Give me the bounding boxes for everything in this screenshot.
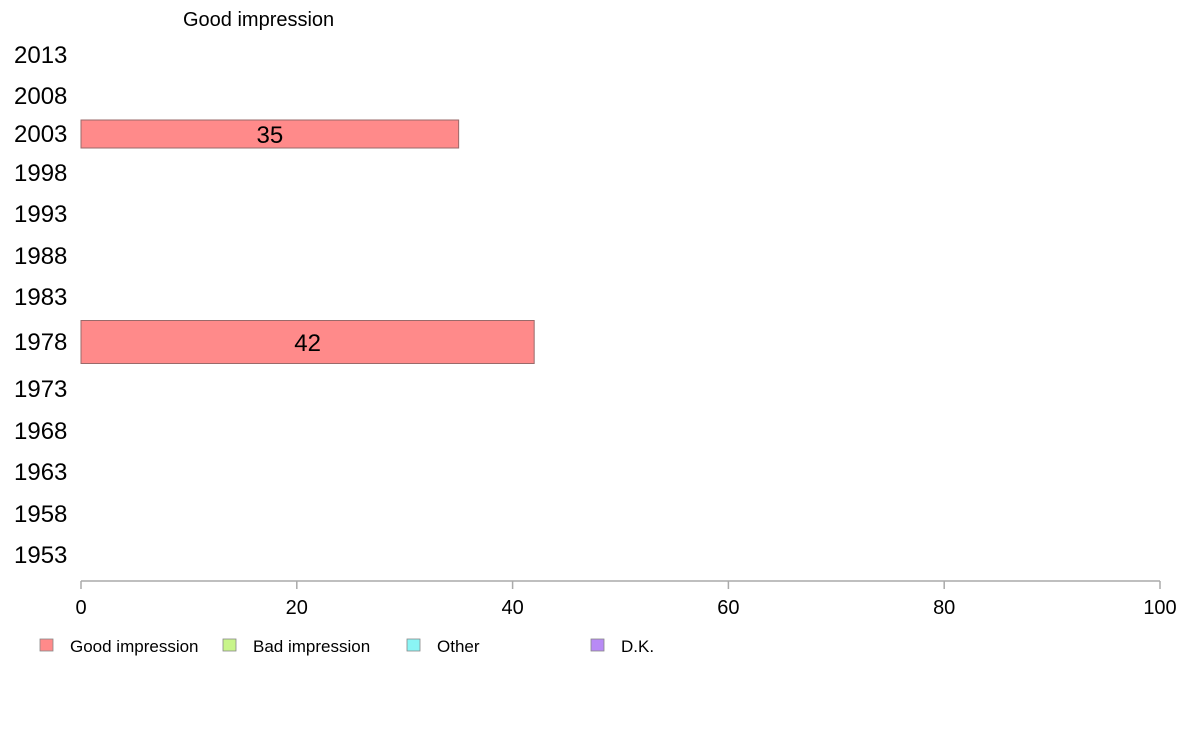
legend: Good impression Bad impression Other D.K.: [39, 637, 654, 656]
year-label: 1978: [14, 329, 67, 356]
legend-swatch: [406, 638, 421, 652]
bar-value-label: 42: [294, 330, 321, 357]
x-tick-label: 40: [501, 597, 523, 619]
year-label: 1998: [14, 160, 67, 187]
legend-label: Other: [437, 637, 480, 656]
year-label: 1958: [14, 501, 67, 528]
x-tick-label: 0: [75, 597, 86, 619]
year-label: 1993: [14, 201, 67, 228]
year-label: 2013: [14, 42, 67, 69]
year-labels: 2013 2008 2003 1998 1993 1988 1983 1978 1973 1968…: [14, 42, 67, 569]
bar-good-impression: [80, 320, 535, 364]
year-label: 2008: [14, 83, 67, 110]
x-axis: 0 20 40 60 80 100: [75, 580, 1177, 619]
bar-good-impression: [80, 119, 460, 149]
legend-label: Good impression: [70, 637, 199, 656]
x-tick-label: 20: [286, 597, 308, 619]
x-tick-label: 100: [1143, 597, 1176, 619]
legend-swatch: [222, 638, 237, 652]
legend-label: Bad impression: [253, 637, 370, 656]
chart-title: Good impression: [183, 9, 334, 31]
bars: 35 42: [80, 119, 535, 364]
year-label: 1973: [14, 376, 67, 403]
legend-swatch: [590, 638, 605, 652]
year-label: 1968: [14, 418, 67, 445]
year-label: 2003: [14, 121, 67, 148]
legend-swatch: [39, 638, 54, 652]
x-tick-label: 60: [717, 597, 739, 619]
year-label: 1988: [14, 243, 67, 270]
year-label: 1963: [14, 459, 67, 486]
legend-label: D.K.: [621, 637, 654, 656]
year-label: 1983: [14, 284, 67, 311]
year-label: 1953: [14, 542, 67, 569]
x-tick-label: 80: [933, 597, 955, 619]
bar-value-label: 35: [256, 122, 283, 149]
